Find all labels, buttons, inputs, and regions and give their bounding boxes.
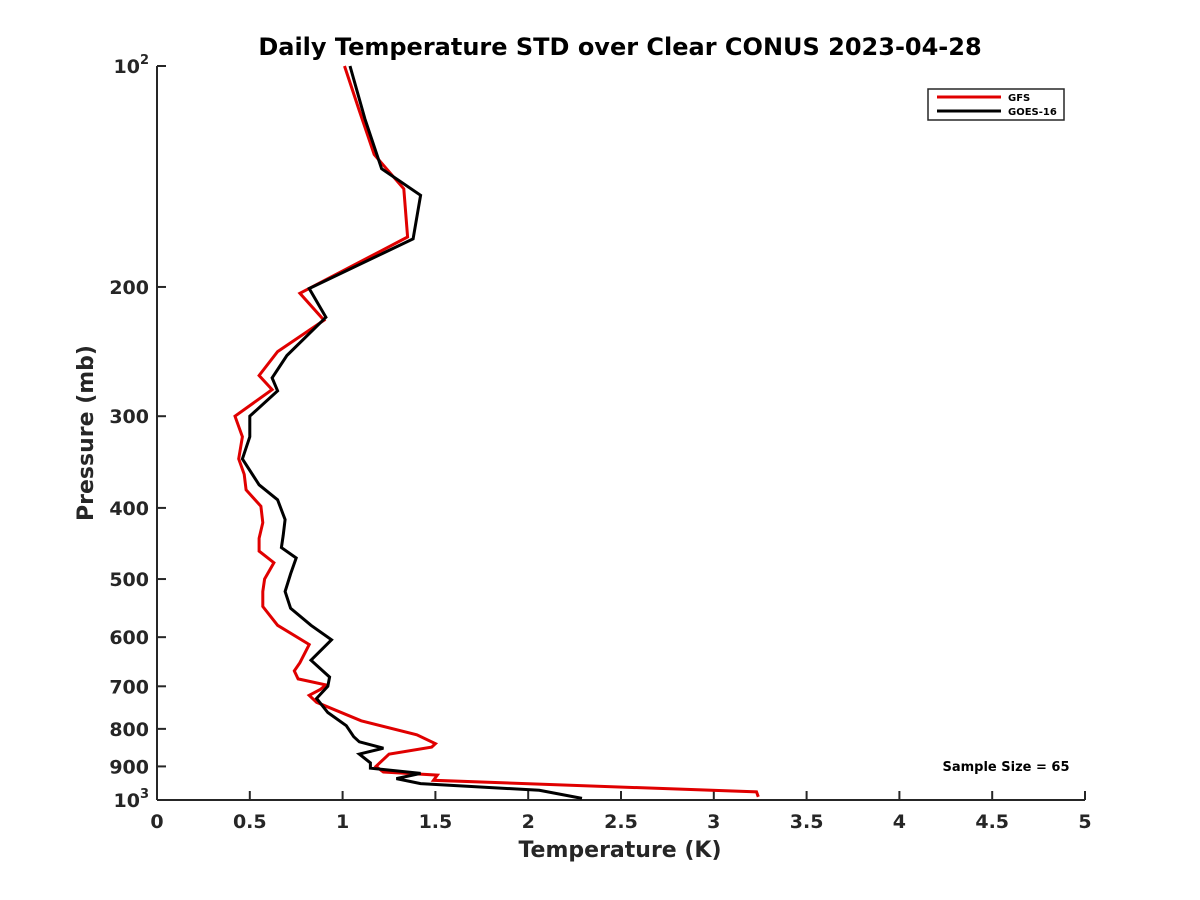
series-line-gfs xyxy=(233,65,760,798)
y-tick-label: 500 xyxy=(109,569,149,591)
x-tick-label: 3.5 xyxy=(790,811,824,833)
legend-label: GOES-16 xyxy=(1008,107,1057,118)
x-tick-label: 2 xyxy=(522,811,535,833)
y-tick-label: 300 xyxy=(109,406,149,428)
y-tick-label: 103 xyxy=(114,787,150,812)
y-tick-label: 400 xyxy=(109,498,149,520)
series-line-goes-16 xyxy=(240,65,583,800)
y-tick-label: 700 xyxy=(109,676,149,698)
x-tick-label: 2.5 xyxy=(604,811,638,833)
x-tick-label: 3 xyxy=(707,811,720,833)
y-tick-label: 200 xyxy=(109,277,149,299)
y-tick-label: 900 xyxy=(109,756,149,778)
axes: 0 0.5 1 1.5 2 2.5 3 3.5 4 4.5 5 102 200 300 400 500 600 7… xyxy=(109,53,1091,833)
y-axis-label: Pressure (mb) xyxy=(74,345,99,521)
legend-box xyxy=(927,88,1065,121)
x-tick-label: 5 xyxy=(1078,811,1091,833)
x-tick-label: 4 xyxy=(893,811,906,833)
y-tick-label: 600 xyxy=(109,627,149,649)
x-tick-label: 1.5 xyxy=(419,811,453,833)
series-lines xyxy=(233,65,760,800)
x-tick-label: 0 xyxy=(150,811,163,833)
legend-label: GFS xyxy=(1008,93,1030,104)
sample-size-annotation: Sample Size = 65 xyxy=(942,760,1069,775)
x-tick-label: 4.5 xyxy=(975,811,1009,833)
y-tick-label: 800 xyxy=(109,719,149,741)
legend: GFS GOES-16 xyxy=(927,88,1065,121)
x-axis-label: Temperature (K) xyxy=(518,838,721,863)
y-tick-label: 102 xyxy=(114,53,150,78)
chart-title: Daily Temperature STD over Clear CONUS 2… xyxy=(258,33,981,61)
x-tick-label: 1 xyxy=(336,811,349,833)
x-tick-label: 0.5 xyxy=(233,811,267,833)
